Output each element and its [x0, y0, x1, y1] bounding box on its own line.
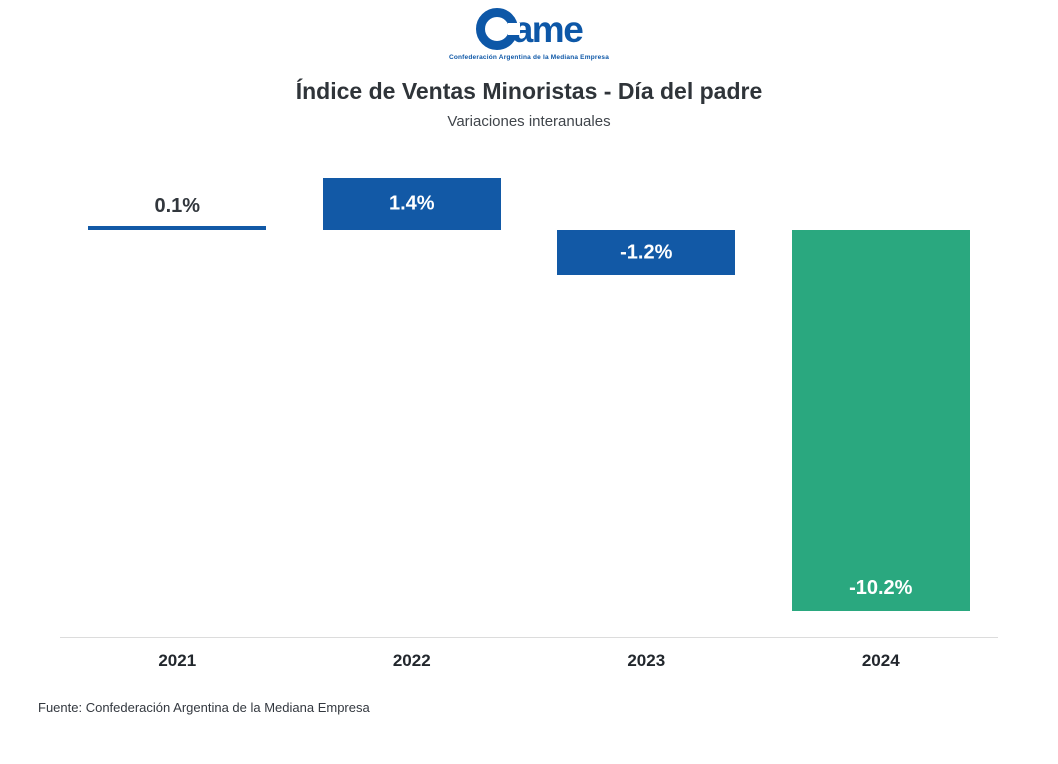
x-tick-2023: 2023: [627, 651, 666, 670]
bar-value-label-2022: 1.4%: [388, 192, 435, 215]
came-logo-brand: ame: [512, 8, 584, 50]
bar-value-label-2023: -1.2%: [620, 241, 673, 263]
x-axis-labels: 2021 2022 2023 2024: [60, 651, 998, 681]
bar-2024: -10.2%: [791, 230, 970, 611]
came-logo-c-icon: [475, 8, 518, 50]
came-logo: ame Confederación Argentina de la Median…: [0, 6, 1058, 61]
source-note: Fuente: Confederación Argentina de la Me…: [38, 700, 370, 715]
bar-2021: [88, 226, 267, 230]
bar-2022: 1.4%: [322, 178, 501, 230]
came-logo-caption: Confederación Argentina de la Mediana Em…: [448, 54, 610, 61]
chart-subtitle: Variaciones interanuales: [447, 113, 611, 130]
came-logo-row: ame: [475, 6, 584, 52]
bar-value-label-2024: -10.2%: [849, 577, 913, 599]
chart-title: Índice de Ventas Minoristas - Día del pa…: [295, 78, 763, 104]
x-tick-2024: 2024: [861, 651, 900, 670]
bar-value-label-2021: 0.1%: [154, 195, 201, 217]
x-tick-2022: 2022: [392, 651, 431, 670]
x-tick-2021: 2021: [158, 651, 197, 670]
bar-2023: -1.2%: [557, 230, 736, 275]
bar-chart-plot: 0.1% 1.4% -1.2% -10.2%: [60, 160, 998, 638]
